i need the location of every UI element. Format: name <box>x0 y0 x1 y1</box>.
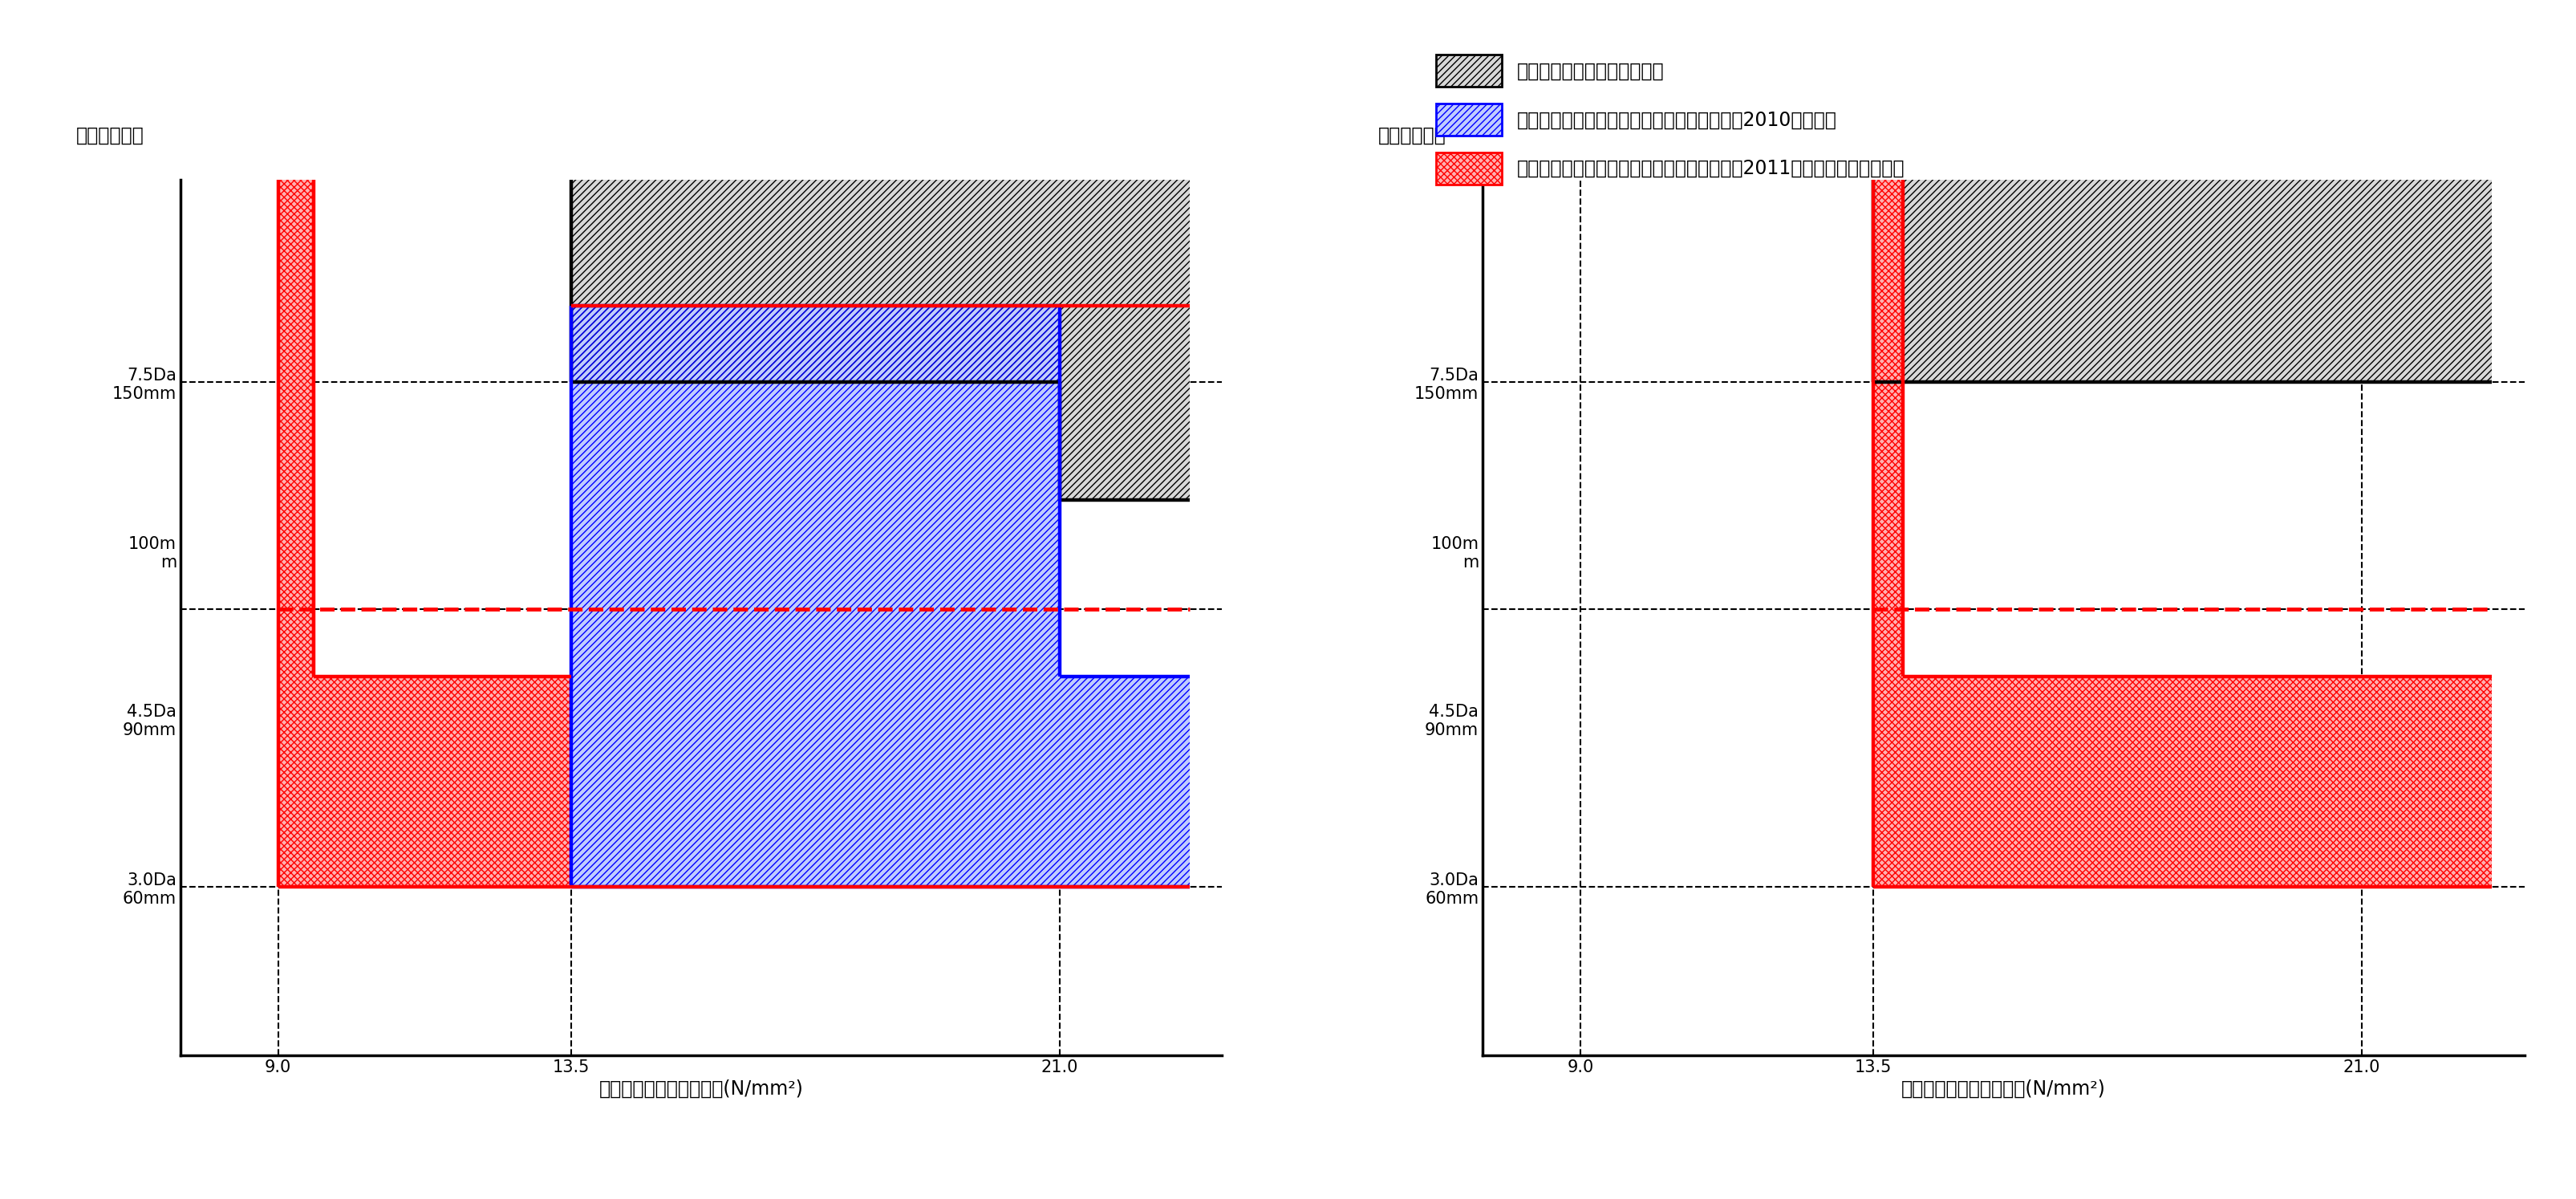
Bar <box>572 180 1059 381</box>
Bar <box>1873 180 1904 887</box>
X-axis label: 既存コンクリートの強度(N/mm²): 既存コンクリートの強度(N/mm²) <box>600 1079 804 1098</box>
Bar <box>572 306 1059 887</box>
Bar <box>278 180 314 887</box>
Bar <box>1873 180 1904 887</box>
Bar <box>1059 180 1190 500</box>
Bar <box>1873 180 2491 381</box>
Bar <box>572 180 1059 381</box>
Bar <box>1059 180 1190 500</box>
Bar <box>1059 676 1190 887</box>
Bar <box>1873 676 2491 887</box>
Text: 埋め込み深さ: 埋め込み深さ <box>77 126 144 145</box>
Bar <box>278 676 572 887</box>
Bar <box>1873 676 2491 887</box>
X-axis label: 既存コンクリートの強度(N/mm²): 既存コンクリートの強度(N/mm²) <box>1901 1079 2105 1098</box>
Bar <box>1873 180 2491 381</box>
Legend: 既往の設計・施工指针の範囲, ディスクシアキーを用いた接合工法の範囲（2010年度版）, ディスクシアキーを用いた接合工法の範囲（2011年度改訂版）：本工法: 既往の設計・施工指针の範囲, ディスクシアキーを用いた接合工法の範囲（2010年… <box>1427 46 1914 194</box>
Bar <box>1059 676 1190 887</box>
Text: 埋め込み深さ: 埋め込み深さ <box>1378 126 1448 145</box>
Bar <box>278 180 314 887</box>
Bar <box>572 306 1059 887</box>
Bar <box>278 676 572 887</box>
